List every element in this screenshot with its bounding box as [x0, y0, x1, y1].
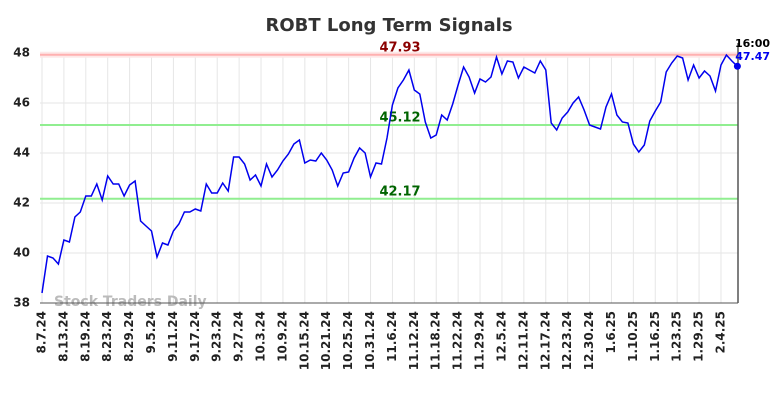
x-tick-label: 8.7.24 — [35, 311, 49, 354]
reference-label: 45.12 — [379, 111, 420, 126]
x-tick-label: 10.21.24 — [319, 311, 333, 370]
watermark: Stock Traders Daily — [54, 294, 207, 310]
reference-label: 47.93 — [379, 40, 420, 55]
x-tick-label: 9.17.24 — [188, 311, 202, 362]
y-tick-label: 44 — [13, 146, 30, 160]
x-tick-label: 12.5.24 — [494, 311, 508, 362]
x-tick-label: 9.23.24 — [210, 311, 224, 362]
y-tick-label: 42 — [13, 196, 30, 210]
x-tick-label: 8.29.24 — [122, 311, 136, 362]
x-tick-label: 1.23.25 — [670, 311, 684, 362]
x-tick-label: 12.17.24 — [538, 311, 552, 370]
x-tick-label: 1.6.25 — [604, 311, 618, 354]
y-tick-label: 40 — [13, 246, 30, 260]
x-tick-label: 8.23.24 — [100, 311, 114, 362]
x-tick-label: 1.29.25 — [692, 311, 706, 362]
x-tick-label: 11.22.24 — [451, 311, 465, 370]
y-tick-label: 48 — [13, 46, 30, 60]
x-tick-label: 12.23.24 — [560, 311, 574, 370]
x-tick-label: 8.13.24 — [56, 311, 70, 362]
x-tick-label: 10.25.24 — [341, 311, 355, 370]
last-time: 16:00 — [735, 37, 770, 50]
x-tick-label: 10.31.24 — [363, 311, 377, 370]
x-tick-label: 9.11.24 — [166, 311, 180, 362]
x-tick-label: 11.29.24 — [473, 311, 487, 370]
price-line — [41, 53, 738, 294]
x-tick-label: 9.5.24 — [144, 311, 158, 354]
y-tick-label: 46 — [13, 96, 30, 110]
x-tick-label: 1.10.25 — [626, 311, 640, 362]
x-tick-label: 12.11.24 — [516, 311, 530, 370]
x-tick-label: 9.27.24 — [232, 311, 246, 362]
chart-title: ROBT Long Term Signals — [265, 15, 512, 36]
x-tick-label: 11.6.24 — [385, 311, 399, 362]
x-tick-label: 8.19.24 — [78, 311, 92, 362]
last-value: 47.47 — [735, 50, 770, 63]
x-tick-label: 10.3.24 — [254, 311, 268, 362]
x-tick-label: 2.4.25 — [713, 311, 727, 354]
x-tick-label: 10.9.24 — [275, 311, 289, 362]
reference-label: 42.17 — [379, 184, 420, 199]
x-tick-label: 10.15.24 — [297, 311, 311, 370]
y-tick-label: 38 — [13, 296, 30, 310]
x-tick-label: 12.30.24 — [582, 311, 596, 370]
x-tick-label: 1.16.25 — [648, 311, 662, 362]
x-tick-label: 11.12.24 — [407, 311, 421, 370]
x-tick-label: 11.18.24 — [429, 311, 443, 370]
last-point — [733, 62, 741, 70]
